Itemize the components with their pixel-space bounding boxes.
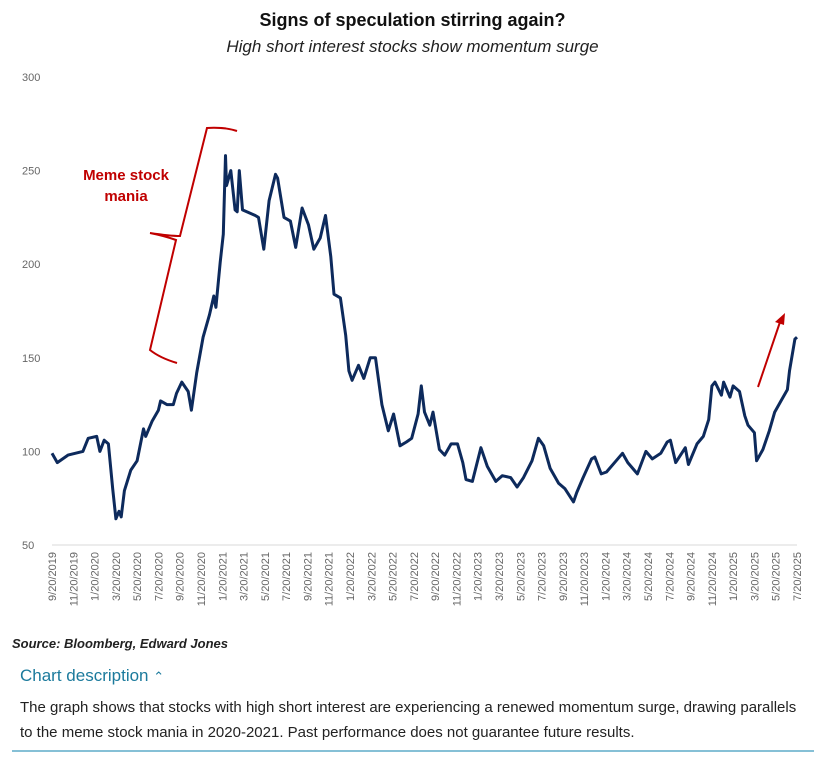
arrow-head-icon (775, 313, 785, 325)
x-tick-label: 11/20/2020 (196, 552, 208, 606)
y-tick-label: 300 (22, 72, 40, 84)
annotation-bracket (148, 126, 238, 364)
x-tick-label: 1/20/2020 (90, 552, 102, 601)
x-tick-label: 9/20/2019 (47, 552, 59, 601)
chart-subtitle: High short interest stocks show momentum… (226, 37, 599, 56)
series-line (50, 154, 799, 521)
x-tick-label: 3/20/2024 (622, 552, 634, 601)
x-tick-label: 1/20/2021 (217, 552, 229, 601)
x-tick-label: 5/20/2021 (260, 552, 272, 601)
x-tick-label: 9/20/2023 (558, 552, 570, 601)
x-tick-label: 1/20/2024 (600, 552, 612, 601)
x-tick-label: 5/20/2022 (388, 552, 400, 601)
x-tick-label: 3/20/2020 (111, 552, 123, 601)
annotation-label-2: mania (104, 188, 148, 205)
x-tick-label: 9/20/2024 (686, 552, 698, 601)
chevron-up-icon: ⌃ (153, 669, 165, 684)
x-tick-label: 3/20/2022 (366, 552, 378, 601)
x-tick-label: 11/20/2023 (579, 552, 591, 606)
x-tick-label: 11/20/2022 (451, 552, 463, 606)
x-tick-label: 11/20/2021 (324, 552, 336, 606)
chart-title: Signs of speculation stirring again? (259, 10, 566, 30)
x-tick-label: 7/20/2024 (664, 552, 676, 601)
chart-description-label: Chart description (20, 666, 149, 685)
x-tick-label: 5/20/2023 (515, 552, 527, 601)
chart-description-toggle[interactable]: Chart description ⌃ (20, 666, 164, 686)
x-tick-label: 5/20/2025 (771, 552, 783, 601)
x-tick-label: 11/20/2024 (707, 552, 719, 606)
x-tick-label: 7/20/2025 (792, 552, 804, 601)
trend-arrow (757, 321, 781, 388)
x-tick-label: 9/20/2021 (302, 552, 314, 601)
x-tick-label: 11/20/2019 (68, 552, 80, 606)
x-tick-label: 3/20/2025 (749, 552, 761, 601)
x-tick-label: 7/20/2021 (281, 552, 293, 601)
source-note: Source: Bloomberg, Edward Jones (12, 636, 228, 651)
line-chart: 50 100 150 200 250 300 9/20/2019 11/20/2019 1/2… (22, 72, 804, 606)
x-tick-label: 5/20/2020 (132, 552, 144, 601)
x-tick-label: 7/20/2023 (537, 552, 549, 601)
x-tick-label: 1/20/2023 (473, 552, 485, 601)
x-tick-label: 3/20/2021 (239, 552, 251, 601)
x-tick-label: 1/20/2022 (345, 552, 357, 601)
y-tick-label: 250 (22, 166, 40, 178)
x-tick-label: 1/20/2025 (728, 552, 740, 601)
chart-description-text: The graph shows that stocks with high sh… (20, 699, 797, 741)
x-tick-label: 9/20/2022 (430, 552, 442, 601)
y-tick-label: 150 (22, 353, 40, 365)
annotation-label-1: Meme stock (83, 167, 170, 184)
x-tick-label: 7/20/2022 (409, 552, 421, 601)
divider (12, 750, 814, 752)
x-tick-label: 7/20/2020 (153, 552, 165, 601)
y-tick-label: 50 (22, 540, 34, 552)
x-tick-label: 9/20/2020 (175, 552, 187, 601)
y-tick-label: 100 (22, 446, 40, 458)
x-tick-label: 3/20/2023 (494, 552, 506, 601)
x-tick-label: 5/20/2024 (643, 552, 655, 601)
y-tick-label: 200 (22, 259, 40, 271)
